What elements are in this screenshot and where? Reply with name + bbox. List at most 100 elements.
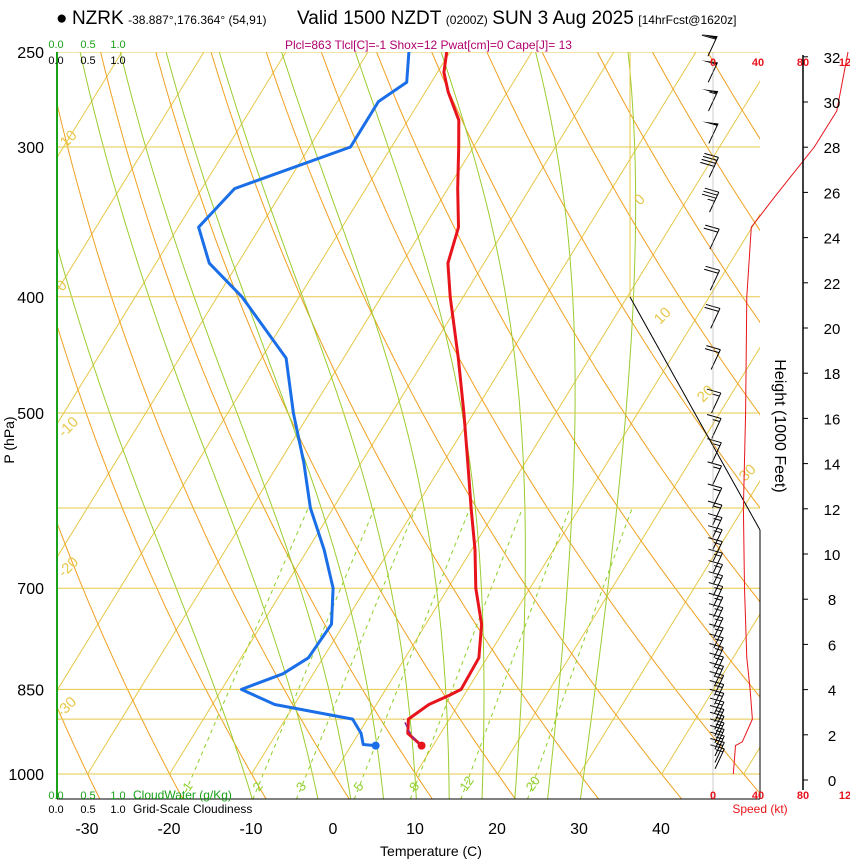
wind-barb-half-flag	[713, 505, 721, 509]
wind-barb-flag	[706, 388, 721, 394]
moist-adiabat-line	[119, 52, 352, 799]
dry-adiabat-line	[320, 52, 760, 795]
wind-barb-flag	[708, 537, 723, 543]
height-tick-label: 6	[828, 637, 836, 654]
isotherm-line	[57, 52, 205, 292]
wind-domain-boundary	[629, 296, 761, 531]
mixing-ratio-label: 5	[350, 779, 366, 794]
height-tick-label: 0	[828, 773, 836, 790]
cloud-water-scale-top: 0.0	[48, 39, 63, 51]
wind-barb-flag	[701, 158, 716, 164]
wind-barb	[708, 571, 724, 596]
station-id: NZRK	[71, 8, 124, 29]
wind-barb-flag	[703, 227, 718, 233]
wind-barb	[708, 603, 724, 628]
height-tick-label: 8	[828, 592, 836, 609]
parcel-path	[402, 718, 423, 747]
wind-barb	[703, 224, 720, 250]
dry-adiabat-line	[57, 323, 267, 799]
wind-barb-flag	[708, 571, 723, 577]
wind-barb-flag	[703, 190, 718, 196]
wind-barb-flag	[701, 34, 717, 40]
wind-barb-flag	[704, 152, 719, 158]
cloudiness-scale-top: 0.5	[80, 55, 95, 67]
dry-adiabat-line	[486, 52, 760, 509]
mixing-ratio-line	[296, 507, 417, 799]
mixing-ratio-line	[252, 507, 376, 799]
mixing-ratio-line	[460, 507, 571, 799]
height-tick-label: 30	[824, 95, 841, 112]
cloudiness-scale-top: 1.0	[110, 55, 125, 67]
wind-barb-half-flag	[712, 418, 720, 422]
wind-barb	[701, 89, 719, 112]
pressure-tick-label: 1000	[8, 767, 44, 784]
wind-barb-flag	[708, 560, 723, 566]
wind-barb	[708, 548, 723, 574]
wind-barb-flag	[705, 265, 720, 271]
temperature-tick-label: 0	[329, 821, 338, 838]
isobar-lines	[57, 52, 760, 775]
pressure-tick-label: 300	[17, 140, 44, 157]
wind-barb-half-flag	[713, 542, 722, 546]
temperature-tick-label: -30	[75, 821, 98, 838]
pressure-tick-label: 400	[17, 290, 44, 307]
wind-barb-flag	[706, 345, 721, 351]
mixing-ratio-line	[353, 507, 471, 799]
dry-adiabat-line	[57, 705, 101, 799]
wind-barb-half-flag	[713, 530, 721, 534]
wind-barb	[708, 537, 723, 562]
wind-barb-flag	[709, 643, 724, 649]
wind-barb-half-flag	[714, 597, 722, 601]
cloud-water-label: CloudWater (g/Kg)	[133, 788, 232, 802]
wind-barb	[709, 697, 725, 723]
parcel-annotation: Plcl=863 Tlcl[C]=-1 Shox=12 Pwat[cm]=0 C…	[285, 38, 572, 52]
wind-barb-flag	[704, 348, 720, 354]
valid-date: SUN 3 Aug 2025	[492, 8, 634, 29]
wind-barb-half-flag	[714, 576, 722, 580]
height-tick-label: 32	[824, 50, 841, 67]
wind-barb-flag	[707, 461, 722, 467]
speed-tick-bottom: 40	[752, 790, 764, 802]
wind-barb	[701, 34, 718, 57]
wind-barb-half-flag	[714, 608, 722, 612]
cloudiness-label: Grid-Scale Cloudiness	[133, 802, 252, 816]
wind-barb-half-flag	[714, 648, 723, 651]
speed-line	[732, 51, 849, 775]
wind-barb	[706, 413, 722, 439]
wind-barb-pennant	[701, 34, 718, 39]
cloud-water-scale-bottom: 0.5	[80, 790, 95, 802]
mixing-ratio-line	[181, 507, 309, 799]
moist-adiabat-line	[440, 52, 526, 799]
height-tick-label: 2	[828, 728, 836, 745]
wind-barb	[704, 265, 721, 291]
wind-barb-flag	[708, 603, 724, 609]
dry-adiabat-line	[265, 52, 683, 799]
wind-barb	[701, 187, 720, 213]
height-tick-label: 10	[824, 547, 841, 564]
isotherm-label: 10	[651, 304, 675, 328]
wind-barb-pennant	[702, 121, 719, 126]
wind-barb-staff	[712, 552, 723, 574]
wind-barb	[700, 152, 719, 178]
temperature-tick-label: 40	[652, 821, 670, 838]
wind-barb	[707, 513, 723, 538]
isotherm-line	[661, 613, 760, 775]
temperature-tick-label: 30	[570, 821, 588, 838]
wind-barb-half-flag	[714, 565, 722, 569]
cloud-water-scale-bottom: 0.0	[48, 790, 63, 802]
cloudiness-scale-bottom: 0.5	[80, 804, 95, 816]
wind-barb	[708, 613, 724, 639]
dewpoint-line	[197, 52, 411, 748]
dry-adiabat-line	[431, 52, 760, 603]
wind-barb-flag	[708, 582, 723, 588]
wind-barb	[707, 438, 722, 463]
mixing-ratio-lines	[181, 507, 633, 799]
x-axis-title: Temperature (C)	[380, 843, 482, 859]
mixing-ratio-line	[527, 507, 633, 799]
height-tick-label: 14	[824, 457, 841, 474]
wind-barb	[707, 461, 723, 487]
wind-barb	[704, 303, 721, 329]
mixing-ratio-label: 12	[456, 773, 477, 793]
